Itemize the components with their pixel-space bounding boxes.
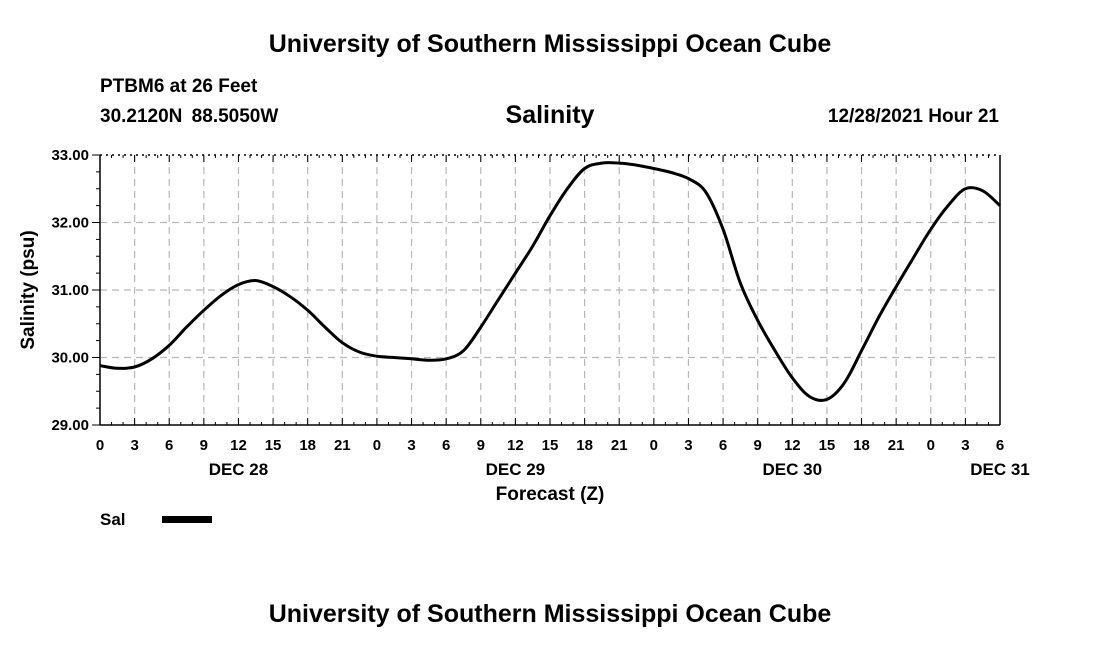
series-line-sal: [99, 161, 1001, 402]
day-label: DEC 31: [970, 460, 1030, 479]
x-tick-label: 0: [650, 437, 658, 454]
x-tick-label: 3: [684, 437, 692, 454]
x-tick-label: 12: [230, 437, 247, 454]
x-tick-label: 9: [754, 437, 762, 454]
page-title: University of Southern Mississippi Ocean…: [268, 30, 832, 58]
legend-label: Sal: [100, 510, 126, 529]
y-tick-label: 31.00: [51, 282, 89, 299]
chart-title: Salinity: [505, 101, 595, 129]
x-tick-label: 15: [819, 437, 836, 454]
day-label: DEC 30: [763, 460, 823, 479]
station-label: PTBM6 at 26 Feet: [100, 76, 258, 97]
x-tick-label: 6: [996, 437, 1004, 454]
x-tick-label: 21: [611, 437, 628, 454]
y-tick-label: 29.00: [51, 417, 89, 434]
x-axis-label: Forecast (Z): [496, 484, 605, 505]
timestamp-label: 12/28/2021 Hour 21: [827, 106, 999, 127]
y-tick-label: 30.00: [51, 350, 89, 367]
y-tick-label: 32.00: [51, 215, 89, 232]
x-tick-label: 18: [853, 437, 870, 454]
coordinates-label: 30.2120N 88.5050W: [100, 106, 279, 127]
x-tick-label: 3: [407, 437, 415, 454]
x-tick-label: 9: [200, 437, 208, 454]
x-tick-label: 21: [888, 437, 905, 454]
legend-swatch: [162, 516, 212, 523]
x-tick-label: 3: [961, 437, 969, 454]
x-tick-label: 0: [927, 437, 935, 454]
footer-title: University of Southern Mississippi Ocean…: [268, 600, 832, 628]
day-label: DEC 29: [486, 460, 546, 479]
x-tick-label: 18: [299, 437, 316, 454]
x-tick-label: 6: [442, 437, 450, 454]
x-tick-label: 6: [165, 437, 173, 454]
x-tick-label: 3: [130, 437, 138, 454]
day-label: DEC 28: [209, 460, 269, 479]
x-tick-label: 12: [784, 437, 801, 454]
x-tick-label: 6: [719, 437, 727, 454]
x-tick-label: 0: [96, 437, 104, 454]
x-tick-label: 15: [542, 437, 559, 454]
x-tick-label: 0: [373, 437, 381, 454]
x-tick-label: 12: [507, 437, 524, 454]
x-tick-label: 9: [477, 437, 485, 454]
x-tick-label: 18: [576, 437, 593, 454]
x-tick-label: 15: [265, 437, 282, 454]
y-axis-label: Salinity (psu): [18, 230, 39, 349]
x-tick-label: 21: [334, 437, 351, 454]
y-tick-label: 33.00: [51, 147, 89, 164]
